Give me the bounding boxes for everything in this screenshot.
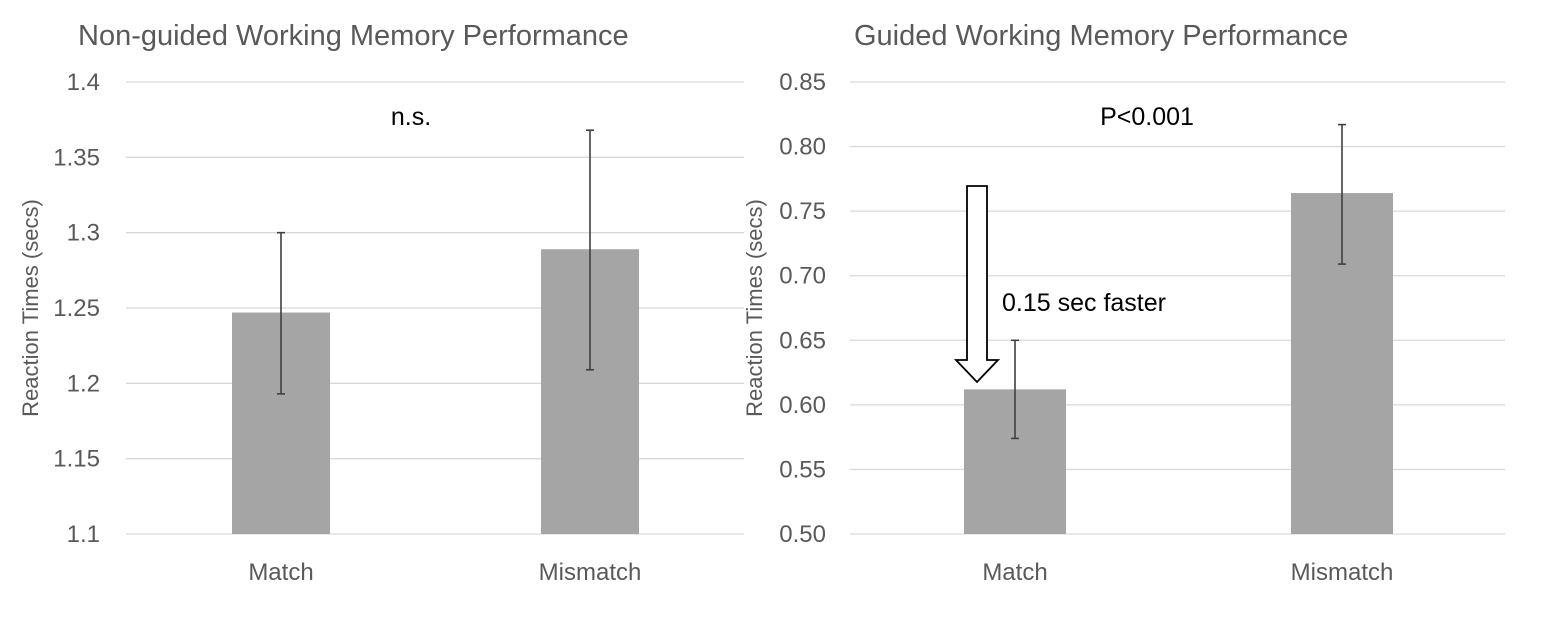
- chart-2-significance-label: P<0.001: [1100, 103, 1194, 131]
- chart-2-y-tick-label: 0.75: [779, 198, 826, 225]
- chart-1-y-axis-label: Reaction Times (secs): [18, 199, 43, 417]
- chart-2-y-tick-label: 0.50: [779, 521, 826, 548]
- chart-2-y-tick-label: 0.80: [779, 134, 826, 161]
- chart-2-y-tick-label: 0.85: [779, 69, 826, 96]
- chart-1-y-tick-label: 1.4: [67, 69, 100, 96]
- chart-2-title: Guided Working Memory Performance: [854, 20, 1348, 52]
- chart-2-y-tick-label: 0.55: [779, 456, 826, 483]
- chart-2-y-axis-label: Reaction Times (secs): [742, 199, 767, 417]
- chart-1-significance-label: n.s.: [391, 103, 431, 131]
- chart-2-difference-label: 0.15 sec faster: [1002, 289, 1166, 317]
- chart-1-y-tick-label: 1.15: [53, 446, 100, 473]
- chart-1-x-tick-label: Mismatch: [539, 559, 642, 586]
- chart-2-y-tick-label: 0.65: [779, 327, 826, 354]
- chart-2-x-tick-label: Match: [982, 559, 1047, 586]
- chart-2-x-tick-label: Mismatch: [1291, 559, 1394, 586]
- chart-1-y-tick-label: 1.35: [53, 144, 100, 171]
- chart-1-y-tick-label: 1.3: [67, 220, 100, 247]
- chart-2-y-tick-label: 0.70: [779, 263, 826, 290]
- chart-1-x-tick-label: Match: [248, 559, 313, 586]
- down-arrow-icon: [953, 185, 1001, 384]
- chart-1-y-tick-label: 1.1: [67, 521, 100, 548]
- chart-1-y-tick-label: 1.2: [67, 370, 100, 397]
- chart-1-title: Non-guided Working Memory Performance: [78, 20, 629, 52]
- chart-1-y-tick-label: 1.25: [53, 295, 100, 322]
- chart-2-y-tick-label: 0.60: [779, 392, 826, 419]
